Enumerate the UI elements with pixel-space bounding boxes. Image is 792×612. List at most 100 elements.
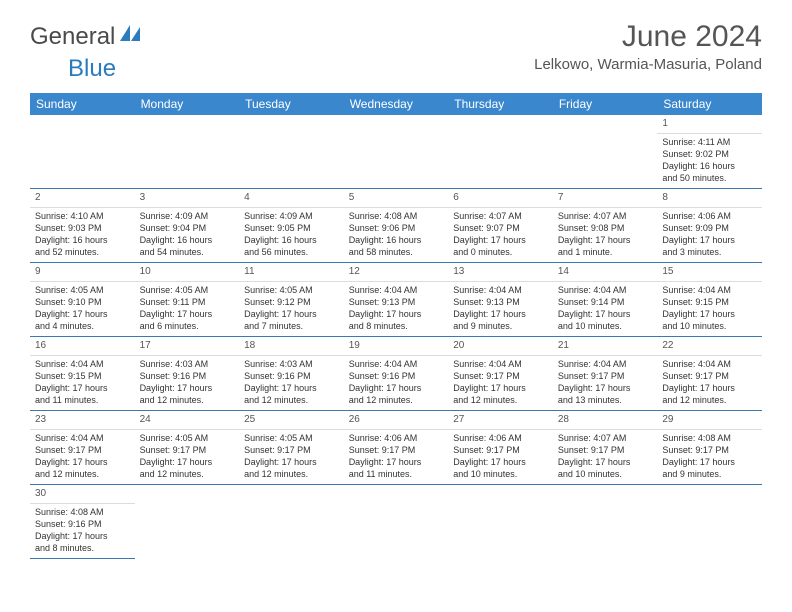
- sunrise-text: Sunrise: 4:04 AM: [453, 284, 548, 296]
- day-cell: [135, 503, 240, 559]
- daynum-cell: 6: [448, 189, 553, 208]
- daylight-text-2: and 6 minutes.: [140, 320, 235, 332]
- day-number: 19: [349, 339, 444, 354]
- sunrise-text: Sunrise: 4:05 AM: [35, 284, 130, 296]
- day-header: Thursday: [448, 93, 553, 115]
- day-cell: Sunrise: 4:06 AMSunset: 9:17 PMDaylight:…: [344, 429, 449, 485]
- sunrise-text: Sunrise: 4:10 AM: [35, 210, 130, 222]
- daynum-cell: 1: [657, 115, 762, 133]
- day-number: 21: [558, 339, 653, 354]
- day-number: 27: [453, 413, 548, 428]
- day-number: 22: [662, 339, 757, 354]
- day-cell: Sunrise: 4:07 AMSunset: 9:17 PMDaylight:…: [553, 429, 658, 485]
- day-cell: Sunrise: 4:04 AMSunset: 9:15 PMDaylight:…: [30, 355, 135, 411]
- sunset-text: Sunset: 9:16 PM: [140, 370, 235, 382]
- location: Lelkowo, Warmia-Masuria, Poland: [534, 56, 762, 73]
- calendar-body: 1Sunrise: 4:11 AMSunset: 9:02 PMDaylight…: [30, 115, 762, 559]
- sunset-text: Sunset: 9:17 PM: [35, 444, 130, 456]
- daylight-text-2: and 10 minutes.: [558, 468, 653, 480]
- day-number: 30: [35, 487, 130, 502]
- daylight-text-1: Daylight: 17 hours: [558, 456, 653, 468]
- sunset-text: Sunset: 9:17 PM: [558, 444, 653, 456]
- daylight-text-1: Daylight: 16 hours: [244, 234, 339, 246]
- day-number: 28: [558, 413, 653, 428]
- day-number: 23: [35, 413, 130, 428]
- day-cell: Sunrise: 4:05 AMSunset: 9:17 PMDaylight:…: [135, 429, 240, 485]
- daylight-text-1: Daylight: 17 hours: [35, 456, 130, 468]
- daylight-text-1: Daylight: 17 hours: [244, 382, 339, 394]
- sunrise-text: Sunrise: 4:04 AM: [35, 358, 130, 370]
- daylight-text-1: Daylight: 17 hours: [349, 382, 444, 394]
- daynum-row: 30: [30, 485, 762, 504]
- day-number: 4: [244, 191, 339, 206]
- sunrise-text: Sunrise: 4:04 AM: [662, 284, 757, 296]
- daynum-cell: 10: [135, 263, 240, 282]
- daylight-text-1: Daylight: 17 hours: [244, 308, 339, 320]
- title-block: June 2024 Lelkowo, Warmia-Masuria, Polan…: [534, 20, 762, 73]
- sunset-text: Sunset: 9:06 PM: [349, 222, 444, 234]
- sunrise-text: Sunrise: 4:04 AM: [453, 358, 548, 370]
- daynum-row: 23242526272829: [30, 411, 762, 430]
- day-number: 14: [558, 265, 653, 280]
- daylight-text-1: Daylight: 17 hours: [244, 456, 339, 468]
- daynum-cell: [448, 485, 553, 504]
- sunset-text: Sunset: 9:12 PM: [244, 296, 339, 308]
- daylight-text-2: and 10 minutes.: [558, 320, 653, 332]
- day-cell: Sunrise: 4:04 AMSunset: 9:17 PMDaylight:…: [448, 355, 553, 411]
- week-row: Sunrise: 4:04 AMSunset: 9:15 PMDaylight:…: [30, 355, 762, 411]
- day-number: 3: [140, 191, 235, 206]
- daylight-text-2: and 4 minutes.: [35, 320, 130, 332]
- sunset-text: Sunset: 9:17 PM: [662, 370, 757, 382]
- sunset-text: Sunset: 9:05 PM: [244, 222, 339, 234]
- sunset-text: Sunset: 9:17 PM: [244, 444, 339, 456]
- sunset-text: Sunset: 9:07 PM: [453, 222, 548, 234]
- daylight-text-2: and 8 minutes.: [35, 542, 130, 554]
- day-number: 11: [244, 265, 339, 280]
- daynum-cell: [239, 485, 344, 504]
- daylight-text-2: and 12 minutes.: [662, 394, 757, 406]
- daylight-text-1: Daylight: 17 hours: [453, 456, 548, 468]
- sunset-text: Sunset: 9:17 PM: [558, 370, 653, 382]
- day-cell: Sunrise: 4:04 AMSunset: 9:17 PMDaylight:…: [657, 355, 762, 411]
- day-cell: [135, 133, 240, 189]
- day-cell: Sunrise: 4:04 AMSunset: 9:17 PMDaylight:…: [30, 429, 135, 485]
- sunrise-text: Sunrise: 4:04 AM: [349, 284, 444, 296]
- sunset-text: Sunset: 9:14 PM: [558, 296, 653, 308]
- day-cell: [239, 503, 344, 559]
- day-cell: Sunrise: 4:03 AMSunset: 9:16 PMDaylight:…: [135, 355, 240, 411]
- daynum-row: 16171819202122: [30, 337, 762, 356]
- daynum-cell: [344, 485, 449, 504]
- daylight-text-1: Daylight: 17 hours: [558, 382, 653, 394]
- sunset-text: Sunset: 9:13 PM: [349, 296, 444, 308]
- day-number: 16: [35, 339, 130, 354]
- sunset-text: Sunset: 9:16 PM: [35, 518, 130, 530]
- daylight-text-1: Daylight: 17 hours: [662, 382, 757, 394]
- daylight-text-2: and 7 minutes.: [244, 320, 339, 332]
- day-number: 13: [453, 265, 548, 280]
- sunrise-text: Sunrise: 4:04 AM: [558, 284, 653, 296]
- daynum-cell: 19: [344, 337, 449, 356]
- daynum-row: 1: [30, 115, 762, 133]
- daylight-text-1: Daylight: 17 hours: [140, 382, 235, 394]
- day-number: 10: [140, 265, 235, 280]
- day-cell: Sunrise: 4:08 AMSunset: 9:06 PMDaylight:…: [344, 207, 449, 263]
- daynum-cell: 11: [239, 263, 344, 282]
- daylight-text-2: and 12 minutes.: [244, 394, 339, 406]
- daynum-cell: 8: [657, 189, 762, 208]
- day-number: 9: [35, 265, 130, 280]
- sunrise-text: Sunrise: 4:07 AM: [453, 210, 548, 222]
- sunset-text: Sunset: 9:13 PM: [453, 296, 548, 308]
- day-number: 25: [244, 413, 339, 428]
- daynum-cell: 29: [657, 411, 762, 430]
- sunrise-text: Sunrise: 4:03 AM: [244, 358, 339, 370]
- sunrise-text: Sunrise: 4:04 AM: [558, 358, 653, 370]
- daylight-text-1: Daylight: 17 hours: [349, 308, 444, 320]
- sunrise-text: Sunrise: 4:04 AM: [662, 358, 757, 370]
- sunset-text: Sunset: 9:02 PM: [662, 148, 757, 160]
- month-title: June 2024: [534, 20, 762, 54]
- sunrise-text: Sunrise: 4:09 AM: [244, 210, 339, 222]
- daylight-text-1: Daylight: 17 hours: [453, 308, 548, 320]
- sunset-text: Sunset: 9:09 PM: [662, 222, 757, 234]
- sunrise-text: Sunrise: 4:05 AM: [244, 432, 339, 444]
- daylight-text-1: Daylight: 17 hours: [558, 308, 653, 320]
